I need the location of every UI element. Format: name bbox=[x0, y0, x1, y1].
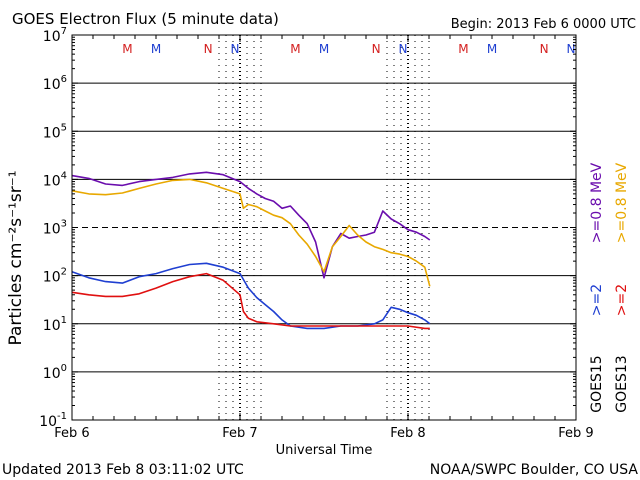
y-tick-label: 103 bbox=[43, 219, 67, 238]
y-axis-label: Particles cm⁻²s⁻¹sr⁻¹ bbox=[6, 170, 26, 345]
x-tick-labels: Feb 6 Feb 7 Feb 8 Feb 9 bbox=[54, 35, 594, 441]
marker-label: M bbox=[122, 42, 132, 56]
y-tick-label: 104 bbox=[43, 170, 67, 189]
marker-label: N bbox=[204, 42, 213, 56]
marker-label: M bbox=[151, 42, 161, 56]
marker-label: N bbox=[230, 42, 239, 56]
day-divider-ticks bbox=[218, 35, 430, 420]
x-axis-label: Universal Time bbox=[276, 443, 373, 458]
y-tick-label: 100 bbox=[43, 363, 67, 382]
begin-label: Begin: 2013 Feb 6 0000 UTC bbox=[451, 17, 636, 32]
y-tick-label: 101 bbox=[43, 315, 67, 334]
marker-label: N bbox=[372, 42, 381, 56]
chart-title: GOES Electron Flux (5 minute data) bbox=[12, 10, 279, 28]
marker-label: M bbox=[487, 42, 497, 56]
marker-label: M bbox=[290, 42, 300, 56]
marker-label: M bbox=[319, 42, 329, 56]
x-tick-label: Feb 9 bbox=[558, 426, 593, 441]
attribution: NOAA/SWPC Boulder, CO USA bbox=[430, 462, 639, 478]
y-tick-label: 106 bbox=[43, 74, 67, 93]
marker-label: M bbox=[458, 42, 468, 56]
x-tick-label: Feb 6 bbox=[54, 426, 89, 441]
y-tick-labels: 107 106 105 104 103 102 101 100 10-1 bbox=[39, 26, 576, 430]
x-tick-label: Feb 7 bbox=[222, 426, 257, 441]
marker-label: N bbox=[398, 42, 407, 56]
marker-label: N bbox=[540, 42, 549, 56]
legend-entry: >=0.8 MeV bbox=[614, 162, 630, 243]
y-tick-label: 10-1 bbox=[39, 411, 67, 430]
series-line-1 bbox=[71, 171, 431, 279]
series-line-2 bbox=[71, 178, 431, 287]
y-tick-label: 102 bbox=[43, 267, 67, 286]
x-tick-label: Feb 8 bbox=[390, 426, 425, 441]
legend: >=0.8 MeV >=0.8 MeV >=2 >=2 GOES15 GOES13 bbox=[589, 162, 630, 412]
legend-entry: GOES13 bbox=[614, 355, 630, 412]
legend-entry: >=2 bbox=[589, 284, 605, 316]
legend-entry: GOES15 bbox=[589, 355, 605, 412]
series-line-3 bbox=[71, 262, 431, 330]
y-tick-label: 105 bbox=[43, 122, 67, 141]
flux-series bbox=[71, 171, 431, 330]
y-tick-label: 107 bbox=[43, 26, 67, 45]
legend-entry: >=2 bbox=[614, 284, 630, 316]
legend-entry: >=0.8 MeV bbox=[589, 162, 605, 243]
marker-label: N bbox=[566, 42, 575, 56]
series-line-4 bbox=[71, 272, 430, 330]
updated-timestamp: Updated 2013 Feb 8 03:11:02 UTC bbox=[2, 462, 244, 478]
